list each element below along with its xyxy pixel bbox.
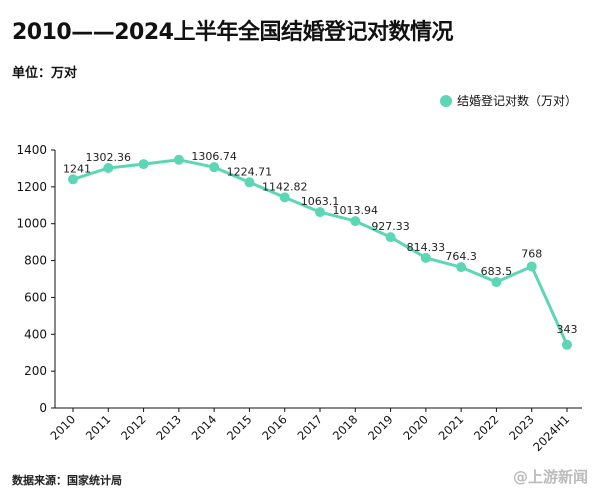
x-tick-label: 2018 xyxy=(330,412,361,443)
series-line xyxy=(72,158,569,346)
x-tick-label: 2020 xyxy=(400,412,431,443)
y-tick-label: 1200 xyxy=(16,180,47,194)
legend-label: 结婚登记对数（万对） xyxy=(457,93,577,108)
data-point xyxy=(279,192,290,203)
data-source: 数据来源：国家统计局 xyxy=(12,474,122,487)
data-label: 768 xyxy=(521,247,542,260)
y-tick-label: 400 xyxy=(24,327,47,341)
unit-label: 单位：万对 xyxy=(12,66,78,81)
data-label: 814.33 xyxy=(407,241,446,254)
x-axis-ticks: 2010 2011 2012 2013 2014 2015 2016 2017 2018 2019… xyxy=(48,408,572,454)
data-point xyxy=(103,162,114,173)
data-point xyxy=(562,339,572,350)
data-point xyxy=(350,216,361,227)
y-tick-label: 1000 xyxy=(16,217,47,231)
axes xyxy=(54,150,582,409)
y-tick-label: 1400 xyxy=(16,143,47,157)
data-point xyxy=(68,174,78,185)
data-point xyxy=(385,232,396,243)
legend-marker xyxy=(440,95,452,107)
x-tick-label: 2015 xyxy=(224,412,255,443)
data-point xyxy=(456,262,467,273)
data-label: 927.33 xyxy=(371,220,410,233)
data-label: 1142.82 xyxy=(262,180,308,193)
data-label: 1063.1 xyxy=(301,195,340,208)
x-tick-label: 2012 xyxy=(118,412,149,443)
x-tick-label: 2016 xyxy=(259,412,290,443)
chart-title: 2010——2024上半年全国结婚登记对数情况 xyxy=(12,20,453,45)
x-tick-label: 2023 xyxy=(506,412,537,443)
y-axis-ticks: 0 200 400 600 800 1000 1200 1400 xyxy=(16,143,55,415)
x-tick-label: 2013 xyxy=(153,412,184,443)
data-label: 683.5 xyxy=(481,265,513,278)
data-label: 1013.94 xyxy=(333,204,379,217)
data-points xyxy=(68,154,572,350)
data-point xyxy=(209,162,220,173)
data-point xyxy=(173,154,184,165)
y-tick-label: 800 xyxy=(24,254,47,268)
x-tick-label: 2010 xyxy=(48,412,79,443)
data-label: 1306.74 xyxy=(191,150,237,163)
watermark: @上游新闻 xyxy=(512,468,588,486)
data-label: 343 xyxy=(557,323,578,336)
data-label: 1241 xyxy=(63,162,91,175)
data-point xyxy=(138,159,149,170)
x-tick-label: 2014 xyxy=(189,412,220,443)
legend: 结婚登记对数（万对） xyxy=(440,93,577,108)
data-point xyxy=(315,207,325,218)
x-tick-label: 2021 xyxy=(436,412,467,443)
data-label: 1224.71 xyxy=(227,165,273,178)
y-tick-label: 0 xyxy=(39,401,47,415)
data-point xyxy=(526,261,537,272)
x-tick-label: 2017 xyxy=(295,412,326,443)
x-tick-label: 2011 xyxy=(83,412,114,443)
y-tick-label: 200 xyxy=(24,364,47,378)
x-tick-label: 2019 xyxy=(365,412,396,443)
x-tick-label: 2022 xyxy=(471,412,502,443)
data-point xyxy=(420,252,431,263)
y-tick-label: 600 xyxy=(24,290,47,304)
data-point xyxy=(244,177,255,188)
data-label: 764.3 xyxy=(445,250,477,263)
x-tick-label: 2024H1 xyxy=(530,412,572,454)
data-point xyxy=(491,277,502,288)
data-label: 1302.36 xyxy=(86,151,132,164)
